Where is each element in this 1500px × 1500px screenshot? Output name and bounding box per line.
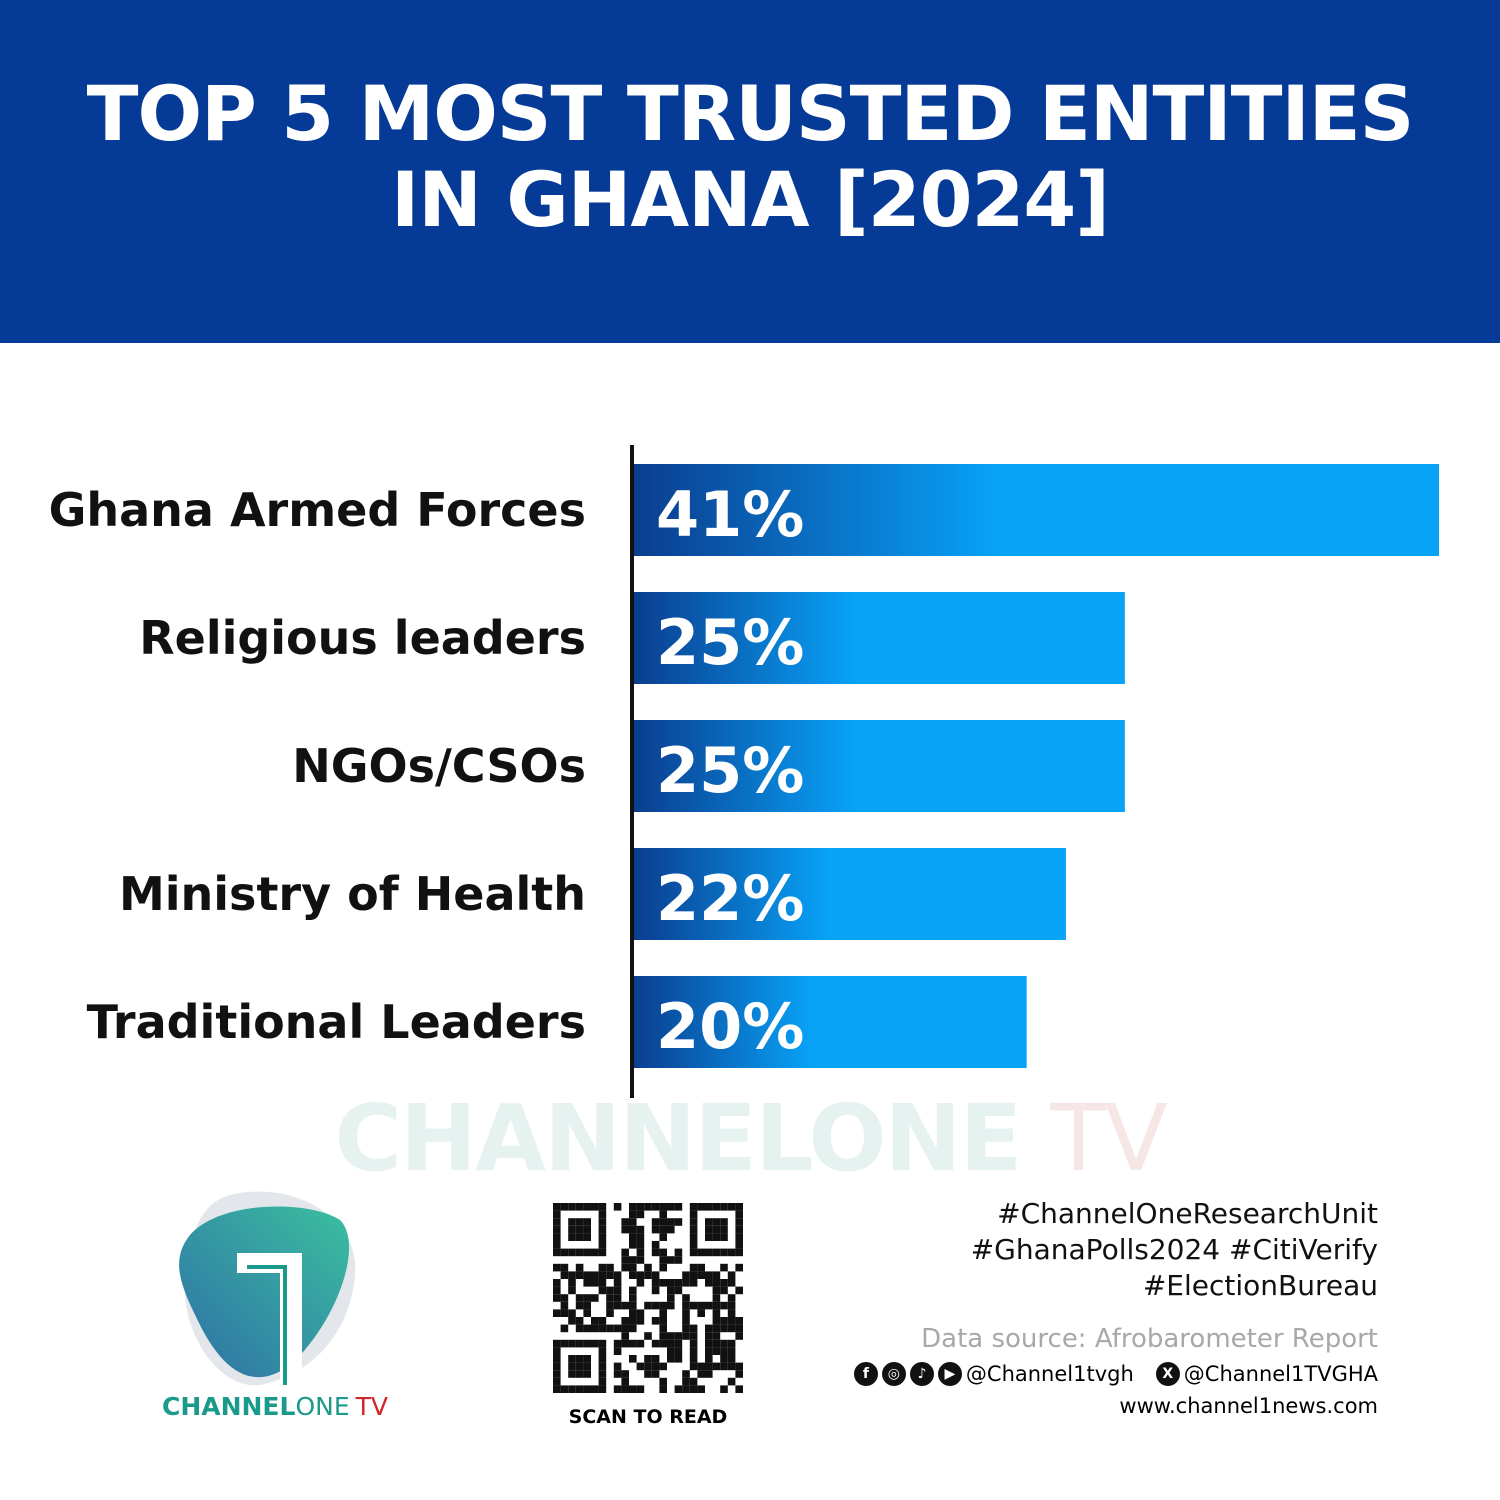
bar-value-label: 22%	[656, 862, 804, 935]
handle-main[interactable]: @Channel1tvgh	[965, 1362, 1134, 1386]
footer-info: #ChannelOneResearchUnit #GhanaPolls2024 …	[853, 1196, 1378, 1418]
bar	[634, 592, 1125, 684]
watermark-main: CHANNELONE	[334, 1085, 1022, 1192]
data-source: Data source: Afrobarometer Report	[921, 1324, 1378, 1354]
bar-value-label: 25%	[656, 606, 804, 679]
bar-value-label: 41%	[656, 478, 804, 551]
watermark-tv: TV	[1050, 1085, 1167, 1192]
title-line-1: TOP 5 MOST TRUSTED ENTITIES	[86, 68, 1415, 158]
bar	[634, 848, 1066, 940]
bar-value-label: 25%	[656, 734, 804, 807]
bar-chart: 41% Ghana Armed Forces 25% Religious leader…	[49, 445, 1439, 1098]
category-label: Ghana Armed Forces	[49, 483, 586, 537]
logo-text-tv: TV	[355, 1392, 388, 1421]
social-handles: f ◎ ♪ ▶ @Channel1tvgh X @Channel1TVGHA	[853, 1362, 1378, 1386]
category-label: Ministry of Health	[119, 867, 586, 921]
category-label: Traditional Leaders	[87, 995, 586, 1049]
hashtag-line: #ElectionBureau	[1142, 1269, 1378, 1302]
handle-x[interactable]: @Channel1TVGHA	[1183, 1362, 1378, 1386]
category-label: Religious leaders	[139, 611, 586, 665]
hashtag-line: #GhanaPolls2024 #CitiVerify	[970, 1233, 1378, 1266]
facebook-icon[interactable]: f	[853, 1362, 878, 1386]
hashtag-line: #ChannelOneResearchUnit	[997, 1197, 1378, 1230]
page-title: TOP 5 MOST TRUSTED ENTITIES IN GHANA [20…	[86, 68, 1415, 244]
watermark: CHANNELONE TV	[0, 1085, 1500, 1192]
website-link[interactable]: www.channel1news.com	[1119, 1394, 1378, 1418]
youtube-icon[interactable]: ▶	[937, 1362, 962, 1386]
x-icon[interactable]: X	[1155, 1362, 1180, 1386]
bar	[634, 976, 1027, 1068]
bar	[634, 464, 1439, 556]
title-line-2: IN GHANA [2024]	[390, 154, 1110, 244]
bar-value-label: 20%	[656, 990, 804, 1063]
logo-text-one: ONE	[295, 1392, 349, 1421]
header-banner: TOP 5 MOST TRUSTED ENTITIES IN GHANA [20…	[0, 0, 1500, 343]
qr-caption: SCAN TO READ	[568, 1406, 728, 1428]
channel-one-logo: CHANNELONE TV	[162, 1191, 388, 1421]
tiktok-icon[interactable]: ♪	[909, 1362, 934, 1386]
logo-text-channel: CHANNEL	[162, 1392, 296, 1421]
qr-code[interactable]	[553, 1203, 743, 1393]
instagram-icon[interactable]: ◎	[881, 1362, 906, 1386]
bar	[634, 720, 1125, 812]
category-label: NGOs/CSOs	[292, 739, 586, 793]
